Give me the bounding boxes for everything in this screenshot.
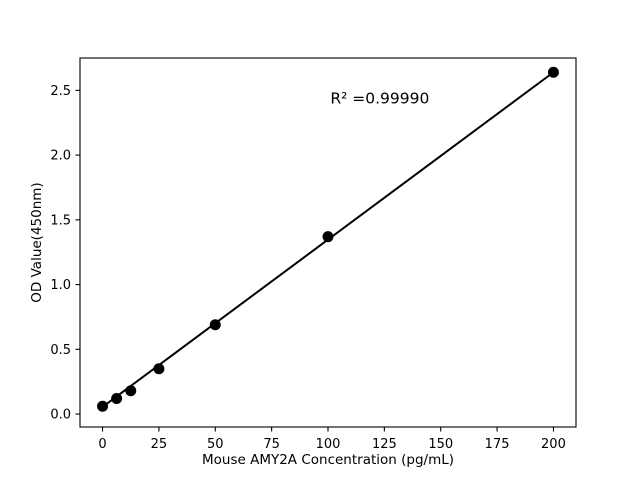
y-tick-label: 0.0 [50, 408, 71, 423]
y-tick-label: 2.0 [50, 149, 71, 164]
x-tick-label: 0 [98, 437, 106, 452]
data-point [97, 400, 109, 412]
x-tick-label: 50 [207, 437, 224, 452]
x-tick-label: 75 [263, 437, 280, 452]
data-point [125, 385, 137, 397]
y-tick-label: 1.0 [50, 278, 71, 293]
y-tick-label: 1.5 [50, 213, 71, 228]
x-tick-label: 150 [428, 437, 453, 452]
data-point [153, 363, 165, 375]
data-point [111, 393, 123, 405]
data-point [547, 66, 559, 78]
data-point [209, 319, 221, 331]
y-tick-label: 0.5 [50, 343, 71, 358]
x-tick-label: 125 [372, 437, 397, 452]
y-axis-label: OD Value(450nm) [29, 182, 45, 302]
x-tick-label: 200 [541, 437, 566, 452]
x-axis-label: Mouse AMY2A Concentration (pg/mL) [202, 452, 454, 468]
data-series [97, 66, 559, 412]
plot-frame [79, 57, 577, 428]
r-squared-annotation: R² =0.99990 [330, 90, 429, 108]
x-tick-label: 175 [485, 437, 510, 452]
y-tick-label: 2.5 [50, 84, 71, 99]
x-tick-label: 25 [151, 437, 168, 452]
x-tick-label: 100 [316, 437, 341, 452]
data-point [322, 231, 334, 243]
axis-ticks: 0 25 50 75 100 125 150 175 200 0.0 0.5 1.0 1.5 2.0 2.5 [50, 84, 566, 452]
